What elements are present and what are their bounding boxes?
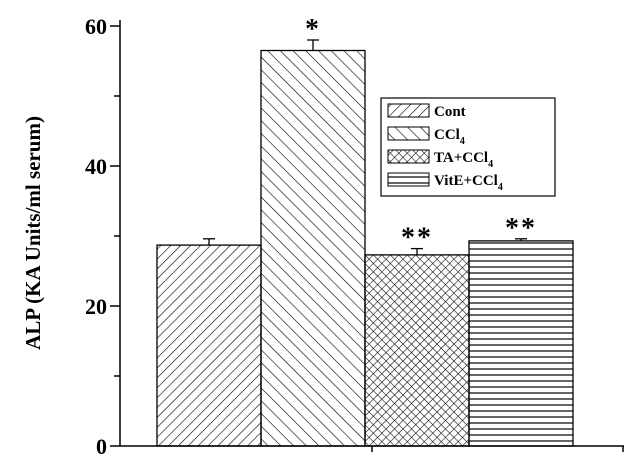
legend: Cont CCl4 TA+CCl4 VitE+CCl4 [380,97,556,197]
significance-mark: ** [401,223,433,254]
bar-ccl4 [260,49,366,447]
bar-ta-ccl4 [364,254,470,447]
significance-marks-group: *** ** [305,14,537,254]
legend-label: CCl4 [434,127,465,147]
legend-swatch [387,172,430,187]
significance-mark: * [305,14,321,45]
legend-label: Cont [434,104,466,120]
y-tick-label: 60 [85,14,107,39]
bar-cont [156,244,262,447]
y-axis: 0 20 40 60 [85,14,121,454]
legend-swatch [387,103,430,118]
legend-swatch [387,126,430,141]
x-axis [120,445,624,452]
legend-swatch [387,149,430,164]
y-tick-label: 0 [96,434,107,454]
legend-label: VitE+CCl4 [434,173,503,193]
y-ticks-group: 0 20 40 60 [85,14,120,454]
significance-mark: ** [505,213,537,244]
y-tick-label: 40 [85,154,107,179]
y-tick-label: 20 [85,294,107,319]
bar-vite-ccl4 [468,240,574,447]
legend-label: TA+CCl4 [434,150,493,170]
y-axis-label: ALP (KA Units/ml serum) [21,116,45,350]
error-bars-group [203,39,527,255]
